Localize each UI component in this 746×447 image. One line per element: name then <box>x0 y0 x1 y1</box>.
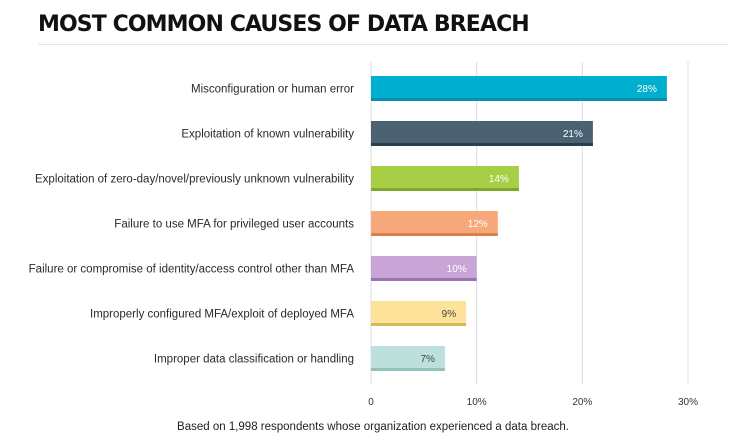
bar-base <box>371 278 477 281</box>
bar <box>371 76 667 101</box>
bar <box>371 166 519 191</box>
bar-base <box>371 323 467 326</box>
data-label: 12% <box>468 219 488 230</box>
category-label: Misconfiguration or human error <box>191 84 354 96</box>
bar <box>371 121 593 146</box>
bar <box>371 211 498 236</box>
bar-row: Failure or compromise of identity/access… <box>29 256 477 281</box>
category-label: Exploitation of zero-day/novel/previousl… <box>35 174 354 186</box>
category-label: Exploitation of known vulnerability <box>181 129 354 141</box>
footnote: Based on 1,998 respondents whose organiz… <box>177 421 569 433</box>
bar-row: Improperly configured MFA/exploit of dep… <box>90 301 467 326</box>
title-divider <box>38 44 728 45</box>
data-label: 7% <box>421 354 436 365</box>
bar-row: Exploitation of known vulnerability 21% <box>181 121 593 146</box>
data-label: 21% <box>563 129 583 140</box>
bar-base <box>371 188 519 191</box>
bar-chart: Misconfiguration or human error 28% Exploi… <box>29 62 698 408</box>
page-title: MOST COMMON CAUSES OF DATA BREACH <box>38 12 530 37</box>
bar-row: Exploitation of zero-day/novel/previousl… <box>35 166 519 191</box>
data-label: 28% <box>637 84 657 95</box>
x-tick-label: 10% <box>467 397 487 408</box>
data-label: 9% <box>442 309 457 320</box>
bar-base <box>371 368 445 371</box>
x-tick-label: 20% <box>572 397 592 408</box>
category-label: Failure to use MFA for privileged user a… <box>114 219 354 231</box>
bar-row: Misconfiguration or human error 28% <box>191 76 667 101</box>
bar-row: Failure to use MFA for privileged user a… <box>114 211 498 236</box>
bar <box>371 301 467 326</box>
data-label: 10% <box>447 264 467 275</box>
data-label: 14% <box>489 174 509 185</box>
bar <box>371 256 477 281</box>
category-label: Improperly configured MFA/exploit of dep… <box>90 309 354 321</box>
bar-base <box>371 233 498 236</box>
bar-base <box>371 98 667 101</box>
category-label: Improper data classification or handling <box>154 354 354 366</box>
x-tick-label: 0 <box>368 397 374 408</box>
category-label: Failure or compromise of identity/access… <box>29 264 355 276</box>
bar-base <box>371 143 593 146</box>
bar <box>371 346 445 371</box>
x-tick-label: 30% <box>678 397 698 408</box>
bar-row: Improper data classification or handling… <box>154 346 445 371</box>
